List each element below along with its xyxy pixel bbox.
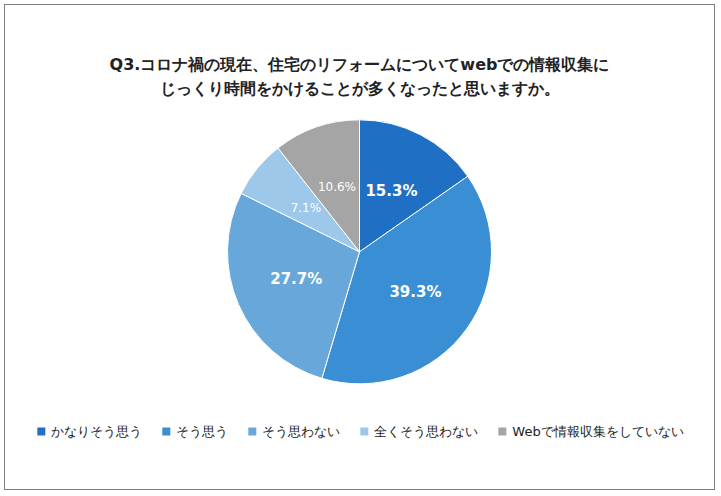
svg-text:そう思わない: そう思わない (262, 424, 340, 439)
svg-text:かなりそう思う: かなりそう思う (51, 424, 142, 439)
svg-text:15.3%: 15.3% (365, 182, 417, 200)
svg-text:Webで情報収集をしていない: Webで情報収集をしていない (512, 424, 683, 439)
svg-text:全くそう思わない: 全くそう思わない (374, 424, 478, 439)
svg-text:7.1%: 7.1% (291, 201, 322, 215)
svg-text:27.7%: 27.7% (270, 270, 322, 288)
svg-text:じっくり時間をかけることが多くなったと思いますか。: じっくり時間をかけることが多くなったと思いますか。 (160, 79, 560, 98)
svg-text:Q3.コロナ禍の現在、住宅のリフォームについてwebでの情報: Q3.コロナ禍の現在、住宅のリフォームについてwebでの情報収集に (110, 55, 610, 74)
svg-text:10.6%: 10.6% (318, 180, 356, 194)
svg-text:そう思う: そう思う (176, 424, 228, 439)
svg-text:39.3%: 39.3% (389, 283, 441, 301)
